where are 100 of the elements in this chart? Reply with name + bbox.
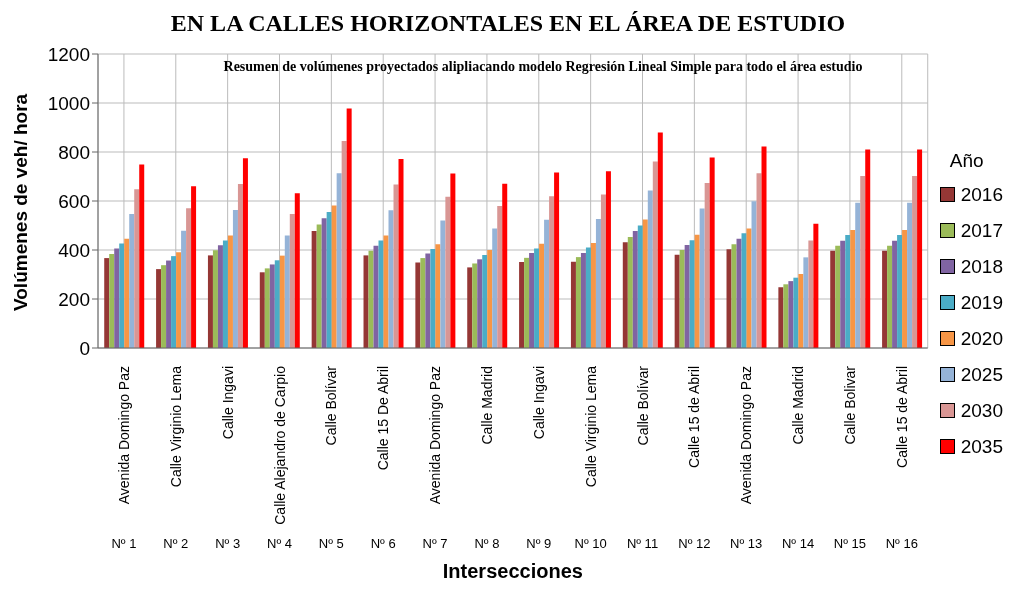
bar (134, 189, 140, 348)
bar (590, 242, 596, 348)
bar (445, 196, 451, 348)
bar (104, 258, 110, 348)
bar (580, 252, 586, 348)
bar (778, 287, 784, 348)
bar (783, 284, 789, 348)
bar (595, 218, 601, 348)
text: Nº 1 (111, 536, 137, 551)
bar (237, 184, 243, 348)
bar (139, 164, 145, 348)
x-tick-label: Avenida Domingo Paz (738, 366, 755, 505)
bar (393, 184, 399, 348)
x-tick-label: Calle Madrid (790, 366, 807, 445)
bar (684, 245, 690, 348)
bar (171, 256, 177, 348)
bar (637, 225, 643, 348)
bar (482, 254, 488, 348)
bar (652, 161, 658, 348)
text: Nº 15 (833, 536, 867, 551)
y-axis-title: Volúmenes de veh/ hora (9, 93, 31, 311)
bar (109, 253, 115, 348)
x-tick-label: Calle Madrid (478, 366, 495, 445)
bar (709, 157, 715, 348)
bar (279, 255, 285, 348)
bar (835, 245, 841, 348)
bar (761, 146, 767, 348)
x-axis-title: Intersecciones (442, 560, 583, 582)
bar (222, 240, 228, 348)
bar (440, 220, 446, 348)
bar (554, 172, 560, 348)
bar (840, 240, 846, 348)
bar (227, 235, 233, 348)
bar (803, 257, 809, 348)
bar (897, 235, 903, 348)
x-tick-label: Avenida Domingo Paz (115, 366, 132, 505)
bar (850, 229, 856, 348)
text: Nº 3 (215, 536, 241, 551)
bar (793, 277, 799, 348)
bar (186, 208, 192, 348)
bar (435, 244, 441, 348)
bar (477, 259, 483, 348)
chart-title: EN LA CALLES HORIZONTALES EN EL ÁREA DE ESTUDIO (169, 9, 847, 38)
bar (336, 173, 342, 348)
bar (232, 210, 238, 348)
bar (808, 240, 814, 348)
x-tick-label: Avenida Domingo Paz (427, 366, 444, 505)
bar (181, 230, 187, 348)
bar (751, 201, 757, 348)
x-tick-label: Calle Ingavi (219, 366, 236, 440)
bar (274, 260, 280, 348)
bar (129, 213, 135, 348)
legend-label: 2019 (960, 291, 1003, 314)
bar (892, 240, 898, 348)
bar (830, 250, 836, 348)
text: Nº 10 (574, 536, 607, 551)
bar (321, 218, 327, 348)
bar (544, 219, 550, 348)
bar (674, 254, 680, 348)
text: Nº 14 (781, 536, 815, 551)
bar (704, 183, 710, 348)
bar (212, 250, 218, 348)
bar (217, 245, 223, 348)
bar (570, 261, 576, 348)
bar (529, 252, 535, 348)
bar (575, 257, 581, 348)
bar (398, 159, 404, 348)
bar (647, 190, 653, 348)
y-tick-label: 200 (58, 288, 90, 310)
bar (741, 233, 747, 348)
text: Nº 4 (267, 536, 292, 551)
y-tick-label: 600 (58, 190, 90, 212)
x-tick-label: Calle Bolivar (841, 365, 858, 445)
legend-label: 2025 (960, 363, 1003, 386)
bar (264, 268, 270, 348)
legend-label: 2018 (960, 255, 1003, 278)
x-tick-label: Calle Bolívar (323, 365, 340, 446)
x-tick-label: Calle Virginio Lema (167, 365, 184, 488)
bar (331, 205, 337, 348)
bar (756, 173, 762, 348)
text: Nº 5 (318, 536, 344, 551)
bar (467, 267, 473, 348)
bar (114, 248, 120, 348)
bar (907, 202, 913, 348)
bar (191, 186, 197, 348)
x-tick-label: Calle 15 de Abril (686, 366, 703, 468)
bar (731, 244, 737, 348)
bar (865, 149, 871, 348)
bar (289, 213, 295, 348)
y-tick-label: 1200 (47, 43, 90, 65)
bar (502, 183, 508, 348)
bar (259, 272, 265, 348)
bar (605, 171, 611, 348)
bar (269, 264, 275, 348)
x-tick-label: Calle Alejandro de Carpio (271, 365, 288, 525)
bar (622, 242, 628, 348)
bar (860, 176, 866, 348)
bar (311, 230, 317, 348)
bar (316, 224, 322, 348)
bar (813, 223, 819, 348)
